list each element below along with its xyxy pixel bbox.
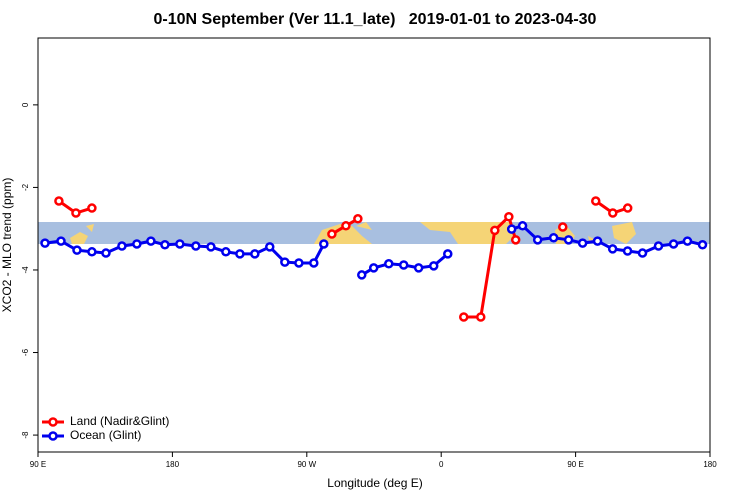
- point: [206, 242, 216, 252]
- point: [309, 258, 319, 268]
- point: [592, 236, 603, 246]
- x-tick-label: 90 E: [567, 460, 583, 469]
- y-tick-label: -6: [21, 348, 30, 356]
- legend-marker: [48, 417, 58, 427]
- point: [265, 242, 275, 252]
- point: [577, 238, 588, 248]
- point: [117, 241, 127, 251]
- point: [87, 247, 97, 257]
- y-tick-label: 0: [21, 102, 30, 107]
- point: [398, 260, 409, 270]
- point: [319, 239, 329, 249]
- point: [476, 312, 486, 322]
- point: [72, 245, 82, 255]
- point: [294, 258, 304, 268]
- point: [443, 249, 453, 259]
- point: [327, 229, 337, 239]
- point: [506, 224, 517, 234]
- y-tick-label: -2: [21, 183, 30, 191]
- point: [384, 259, 394, 269]
- point: [132, 239, 142, 249]
- point: [146, 236, 156, 246]
- y-tick-label: -8: [21, 431, 30, 439]
- x-tick-label: 90 W: [297, 460, 316, 469]
- point: [101, 248, 111, 258]
- legend-marker: [48, 431, 58, 441]
- point: [563, 235, 574, 245]
- point: [87, 203, 97, 213]
- x-tick-label: 180: [166, 460, 180, 469]
- point: [175, 239, 185, 249]
- point: [622, 246, 633, 256]
- point: [357, 270, 367, 280]
- point: [517, 221, 528, 231]
- point: [250, 249, 260, 259]
- point: [607, 244, 618, 254]
- point: [490, 225, 500, 236]
- legend-label: Ocean (Glint): [70, 428, 141, 442]
- point: [71, 208, 81, 218]
- point: [368, 263, 379, 273]
- point: [697, 240, 708, 250]
- point: [682, 236, 693, 246]
- point: [341, 221, 351, 231]
- x-tick-label: 180: [703, 460, 717, 469]
- point: [221, 247, 231, 257]
- point: [54, 196, 64, 206]
- point: [668, 239, 679, 249]
- point: [653, 241, 664, 251]
- point: [637, 248, 648, 258]
- x-tick-label: 0: [439, 460, 444, 469]
- point: [428, 261, 439, 271]
- point: [504, 211, 514, 222]
- point: [510, 235, 521, 245]
- legend-label: Land (Nadir&Glint): [70, 414, 169, 428]
- point: [532, 235, 543, 245]
- point: [56, 236, 66, 246]
- point: [608, 208, 618, 218]
- chart-title: 0-10N September (Ver 11.1_late) 2019-01-…: [154, 11, 597, 28]
- point: [548, 233, 559, 243]
- x-tick-label: 90 E: [30, 460, 46, 469]
- y-tick-label: -4: [21, 266, 30, 274]
- point: [191, 241, 201, 251]
- point: [458, 312, 469, 322]
- point: [235, 249, 245, 259]
- point: [558, 222, 568, 232]
- x-axis-label: Longitude (deg E): [327, 476, 422, 490]
- y-axis-label: XCO2 - MLO trend (ppm): [0, 178, 14, 313]
- point: [40, 238, 50, 248]
- point: [591, 196, 601, 206]
- point: [413, 263, 424, 273]
- point: [622, 203, 633, 213]
- plot-frame: [37, 37, 711, 453]
- point: [280, 257, 290, 267]
- point: [160, 240, 170, 250]
- point: [353, 214, 363, 224]
